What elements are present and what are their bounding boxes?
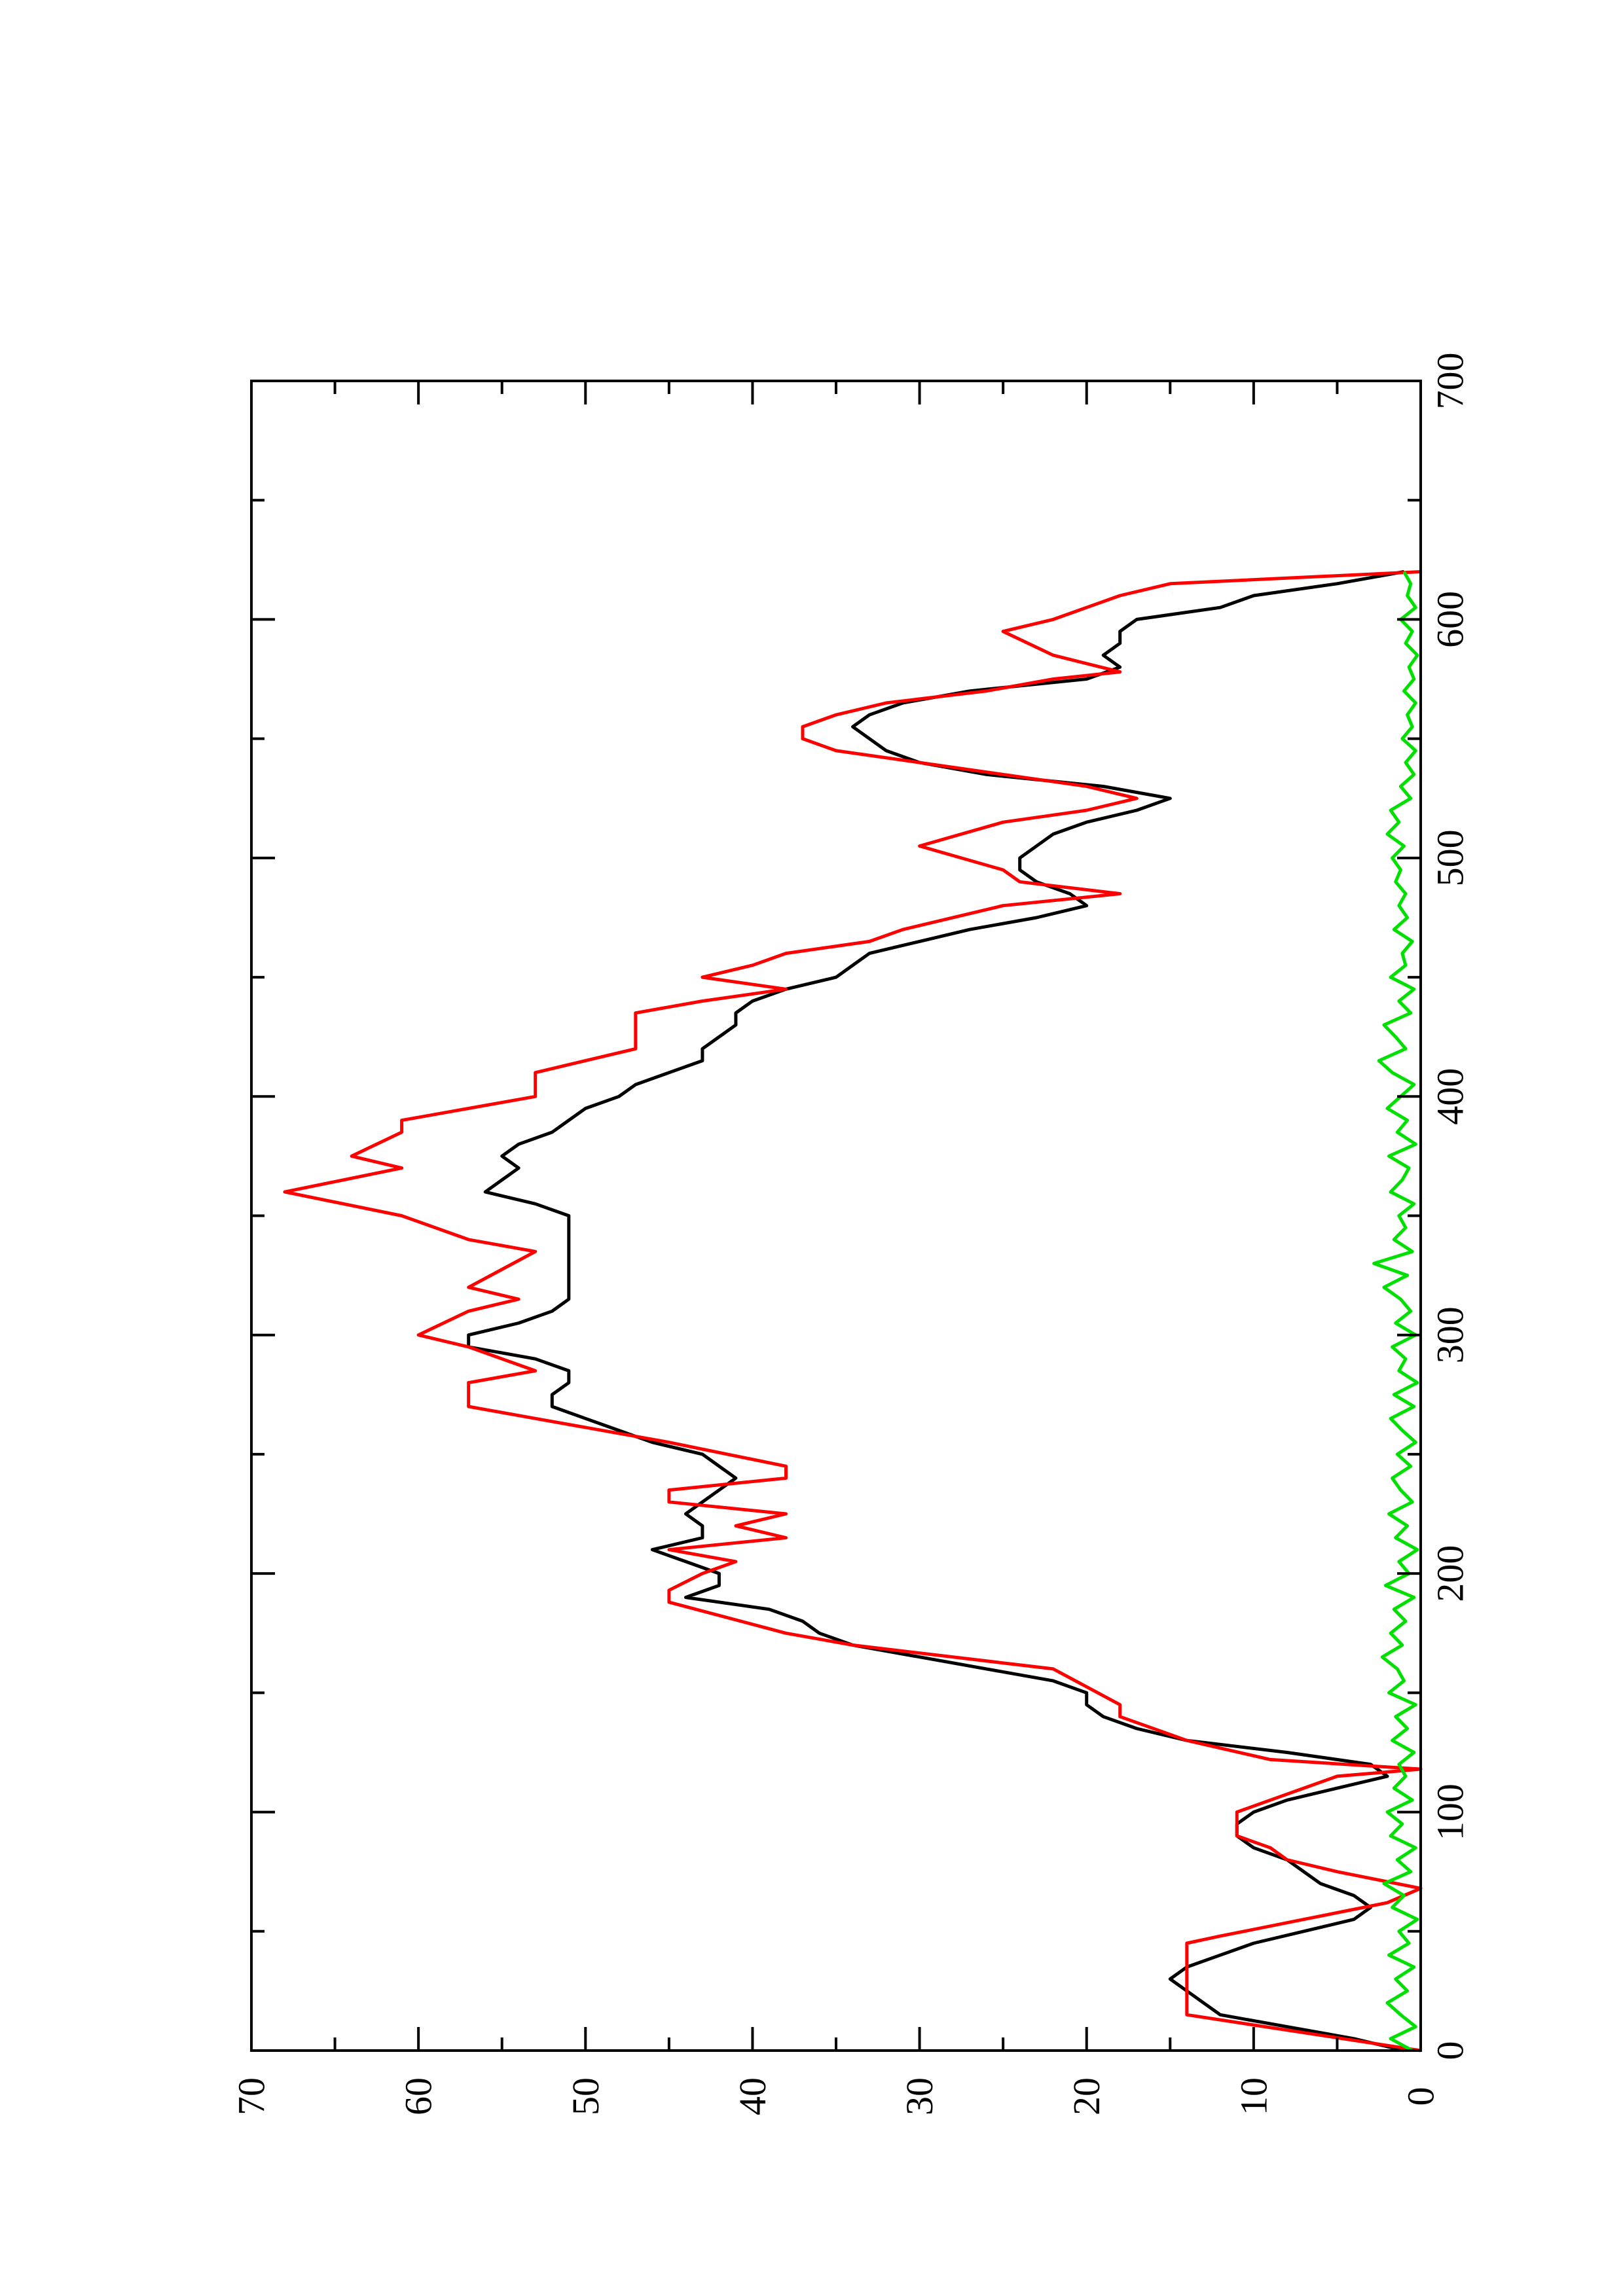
series-layer [283, 570, 1423, 2053]
y-tick-label: 40 [731, 2077, 774, 2115]
x-tick-label: 600 [1429, 591, 1472, 648]
plot-frame [250, 380, 1422, 2052]
y-tick-label: 10 [1232, 2077, 1275, 2115]
x-tick-label: 700 [1429, 353, 1472, 410]
series-line-0 [467, 570, 1405, 2053]
x-tick-label: 500 [1429, 829, 1472, 886]
x-tick-label: 100 [1429, 1784, 1472, 1840]
y-tick-label: 50 [564, 2077, 607, 2115]
y-tick-label: 0 [1400, 2087, 1442, 2106]
series-line-2 [1372, 571, 1419, 2053]
tick-labels-layer: 0 100 200 300 400 500 600 700 0 10 20 30 40 50 60 70 [230, 353, 1472, 2116]
y-tick-label: 60 [397, 2077, 440, 2115]
y-tick-label: 20 [1065, 2077, 1108, 2115]
y-tick-label: 30 [898, 2077, 941, 2115]
x-tick-label: 0 [1429, 2041, 1472, 2060]
series-line-1 [283, 570, 1423, 2053]
x-tick-label: 200 [1429, 1545, 1472, 1602]
x-tick-label: 400 [1429, 1068, 1472, 1125]
x-tick-label: 300 [1429, 1306, 1472, 1363]
ticks-layer [250, 380, 1422, 2052]
y-tick-label: 70 [230, 2077, 273, 2115]
